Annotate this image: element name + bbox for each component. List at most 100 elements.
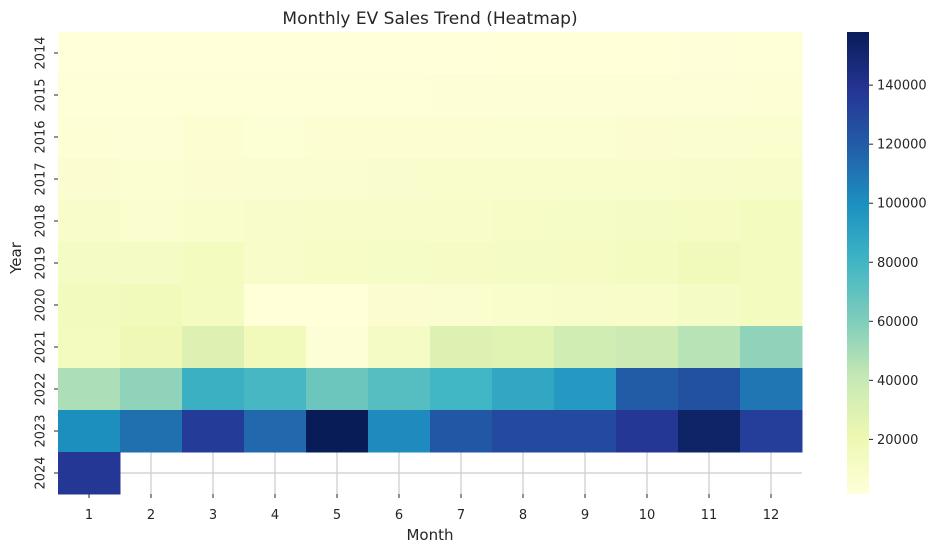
heatmap-cell: [554, 158, 617, 201]
heatmap-cell: [58, 74, 121, 117]
heatmap-cell: [678, 116, 741, 159]
heatmap-cell: [430, 116, 493, 159]
heatmap-cell: [58, 116, 121, 159]
heatmap-cell: [120, 410, 183, 453]
heatmap-cell: [244, 410, 307, 453]
heatmap-cell: [368, 74, 431, 117]
heatmap-cell: [616, 158, 679, 201]
y-tick-label: 2020: [34, 288, 49, 321]
colorbar-tick-label: 120000: [877, 138, 927, 153]
heatmap-cell: [244, 74, 307, 117]
heatmap-cell: [678, 158, 741, 201]
heatmap-cell: [678, 74, 741, 117]
heatmap-cell: [492, 284, 555, 327]
x-tick-label: 2: [147, 508, 155, 523]
heatmap-cell: [740, 158, 803, 201]
x-tick-label: 10: [639, 508, 656, 523]
heatmap-cell: [616, 368, 679, 411]
heatmap-cell: [58, 242, 121, 285]
heatmap-cell: [182, 200, 245, 243]
heatmap-cell: [554, 326, 617, 369]
heatmap-cell: [368, 158, 431, 201]
heatmap-cell: [554, 116, 617, 159]
heatmap-cell: [492, 74, 555, 117]
heatmap-cell: [492, 242, 555, 285]
heatmap-cell: [430, 200, 493, 243]
colorbar: [847, 32, 869, 494]
heatmap-cell: [58, 158, 121, 201]
heatmap-cell: [554, 200, 617, 243]
heatmap-cell: [740, 284, 803, 327]
heatmap-cell: [368, 200, 431, 243]
heatmap-cell: [244, 368, 307, 411]
heatmap-cell: [58, 200, 121, 243]
heatmap-cell: [120, 284, 183, 327]
heatmap-cell: [182, 368, 245, 411]
heatmap-cell: [430, 326, 493, 369]
heatmap-cell: [368, 284, 431, 327]
heatmap-cell: [244, 32, 307, 75]
heatmap-cell: [492, 116, 555, 159]
heatmap-cell: [678, 32, 741, 75]
heatmap-cell: [678, 200, 741, 243]
heatmap-cell: [182, 158, 245, 201]
heatmap-cell: [306, 368, 369, 411]
heatmap-cell: [554, 368, 617, 411]
colorbar-tick-label: 100000: [877, 197, 927, 212]
heatmap-cell: [554, 242, 617, 285]
y-axis-ticks: 2014 2015 2016 2017 2018 2019 2020 2021 2022 2023…: [34, 36, 58, 490]
heatmap-cell: [492, 200, 555, 243]
heatmap-cell: [616, 410, 679, 453]
y-tick-label: 2021: [34, 330, 49, 363]
heatmap-cell: [678, 284, 741, 327]
heatmap-cell: [306, 242, 369, 285]
heatmap-cell: [616, 32, 679, 75]
heatmap-cell: [740, 116, 803, 159]
heatmap-cell: [368, 326, 431, 369]
heatmap-cell: [58, 326, 121, 369]
heatmap-cell: [678, 242, 741, 285]
heatmap-cell: [244, 200, 307, 243]
heatmap-cell: [430, 284, 493, 327]
heatmap-cell: [368, 32, 431, 75]
x-tick-label: 8: [519, 508, 527, 523]
heatmap-cell: [492, 368, 555, 411]
heatmap-cell: [306, 200, 369, 243]
heatmap-cell: [306, 74, 369, 117]
x-axis-label: Month: [406, 526, 453, 544]
x-tick-label: 6: [395, 508, 403, 523]
heatmap-cell: [306, 158, 369, 201]
heatmap-cell: [554, 284, 617, 327]
heatmap-cell: [740, 74, 803, 117]
heatmap-cell: [306, 32, 369, 75]
colorbar-tick-label: 140000: [877, 79, 927, 94]
heatmap-cell: [120, 158, 183, 201]
heatmap-cell: [492, 410, 555, 453]
heatmap-cell: [182, 284, 245, 327]
y-tick-label: 2019: [34, 246, 49, 279]
heatmap-cell: [554, 410, 617, 453]
heatmap-cell: [430, 410, 493, 453]
heatmap-cell: [368, 368, 431, 411]
heatmap-cell: [182, 74, 245, 117]
x-tick-label: 11: [701, 508, 718, 523]
heatmap-cell: [678, 410, 741, 453]
heatmap-cell: [430, 242, 493, 285]
heatmap-cells: [58, 32, 803, 495]
heatmap-cell: [740, 32, 803, 75]
y-tick-label: 2016: [34, 120, 49, 153]
heatmap-cell: [492, 158, 555, 201]
heatmap-cell: [306, 410, 369, 453]
heatmap-cell: [616, 116, 679, 159]
colorbar-tick-label: 60000: [877, 315, 918, 330]
heatmap-cell: [58, 368, 121, 411]
y-tick-label: 2022: [34, 372, 49, 405]
heatmap-cell: [120, 326, 183, 369]
heatmap-cell: [58, 452, 121, 495]
heatmap-cell: [740, 326, 803, 369]
colorbar-tick-label: 80000: [877, 256, 918, 271]
y-tick-label: 2017: [34, 162, 49, 195]
heatmap-cell: [678, 326, 741, 369]
heatmap-cell: [244, 284, 307, 327]
